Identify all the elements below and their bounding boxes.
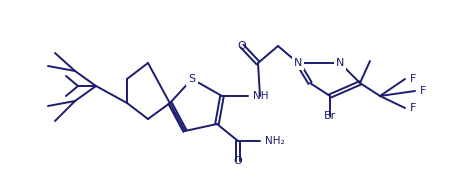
Text: N: N (294, 58, 302, 68)
Text: Br: Br (324, 111, 336, 121)
Text: S: S (189, 74, 196, 84)
Text: F: F (410, 74, 416, 84)
Text: F: F (410, 103, 416, 113)
Text: F: F (420, 86, 426, 96)
Text: O: O (238, 41, 246, 51)
Text: NH₂: NH₂ (265, 136, 285, 146)
Text: N: N (336, 58, 344, 68)
Text: NH: NH (253, 91, 269, 101)
Text: O: O (234, 156, 242, 166)
